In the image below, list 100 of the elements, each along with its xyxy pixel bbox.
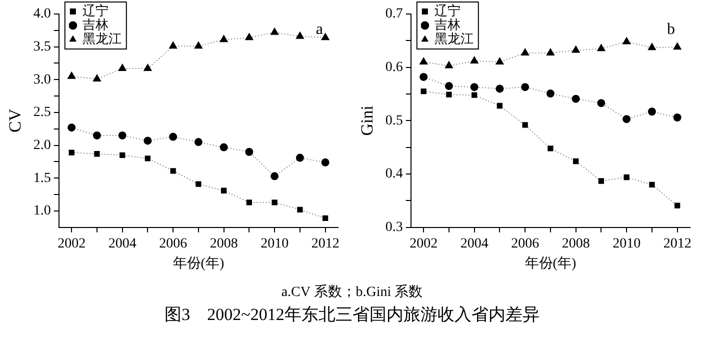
point (495, 57, 504, 65)
point (168, 41, 178, 49)
point (94, 151, 100, 157)
point (220, 188, 227, 194)
point (470, 83, 478, 92)
legend-label: 吉林 (82, 16, 108, 32)
point (68, 150, 74, 156)
y-axis-title: Gini (358, 105, 377, 136)
y-tick-label: 2.0 (33, 138, 51, 153)
point (169, 132, 178, 141)
point (120, 152, 126, 158)
point (674, 202, 680, 208)
x-tick-label: 2008 (210, 236, 238, 252)
y-tick-label: 0.3 (385, 220, 403, 236)
point (546, 89, 554, 98)
point (196, 181, 202, 187)
x-tick-label: 2006 (511, 236, 540, 252)
y-tick-label: 3.0 (33, 72, 51, 88)
y-tick-label: 2.5 (33, 105, 51, 120)
point (622, 115, 631, 124)
point (496, 102, 503, 109)
point (244, 32, 254, 40)
point (520, 48, 530, 56)
point (68, 124, 76, 132)
point (571, 45, 580, 53)
point (522, 122, 528, 128)
point (92, 74, 102, 82)
x-tick-label: 2004 (460, 236, 488, 252)
y-axis-title: CV (6, 108, 25, 133)
x-tick-label: 2006 (159, 236, 188, 252)
x-tick-label: 2004 (108, 236, 136, 252)
caption: 图3 2002~2012年东北三省国内旅游收入省内差异 (164, 304, 540, 326)
x-tick-label: 2002 (58, 236, 86, 252)
y-tick-label: 1.0 (33, 204, 51, 219)
point (444, 60, 454, 68)
annotation: a (316, 21, 323, 38)
point (245, 148, 254, 156)
point (622, 36, 631, 44)
y-tick-label: 4.0 (33, 6, 51, 22)
point (118, 64, 127, 71)
y-tick-label: 3.5 (33, 40, 51, 55)
y-tick-label: 0.5 (385, 113, 403, 128)
x-tick-label: 2012 (663, 236, 692, 252)
point (296, 154, 304, 162)
point (446, 92, 452, 98)
point (420, 72, 428, 81)
point (67, 71, 76, 79)
point (246, 200, 252, 206)
legend-label: 黑龙江 (82, 30, 122, 46)
point (598, 178, 604, 184)
legend-label: 吉林 (434, 16, 460, 32)
text: a.CV 系数；b.Gini 系数 (280, 283, 424, 302)
y-tick-label: 1.5 (33, 170, 51, 186)
point (572, 94, 580, 103)
point (624, 174, 630, 180)
point (194, 41, 203, 49)
point (170, 168, 176, 174)
point (496, 84, 504, 93)
point (270, 172, 279, 180)
point (144, 156, 151, 162)
point (143, 64, 152, 71)
x-tick-label: 2012 (311, 236, 340, 252)
point (220, 143, 228, 152)
point (444, 82, 453, 90)
point (419, 57, 428, 65)
point (320, 32, 330, 40)
point (270, 27, 279, 35)
point (118, 131, 126, 140)
x-tick-label: 2002 (410, 236, 438, 252)
x-tick-label: 2010 (612, 236, 641, 252)
point (596, 44, 606, 52)
y-tick-label: 0.7 (385, 6, 403, 22)
point (194, 138, 202, 146)
point (649, 182, 655, 188)
point (597, 99, 606, 108)
point (322, 215, 328, 222)
point (472, 92, 478, 98)
x-tick-label: 2010 (260, 236, 289, 252)
point (648, 108, 656, 116)
point (673, 114, 682, 122)
y-tick-label: 0.4 (385, 166, 403, 182)
legend-label: 辽宁 (82, 2, 108, 18)
point (420, 88, 426, 94)
point (321, 158, 330, 166)
point (521, 83, 530, 92)
point (546, 48, 555, 56)
point (470, 56, 479, 64)
point (272, 200, 278, 206)
point (144, 136, 152, 145)
point (92, 131, 101, 140)
point (297, 206, 303, 212)
point (296, 31, 304, 39)
point (548, 146, 554, 152)
x-tick-label: 2008 (562, 236, 590, 252)
legend-label: 黑龙江 (434, 30, 474, 46)
legend-label: 辽宁 (434, 2, 460, 18)
point (672, 42, 682, 50)
point (219, 34, 228, 42)
x-axis-title: 年份(年) (172, 255, 224, 272)
point (572, 158, 579, 164)
